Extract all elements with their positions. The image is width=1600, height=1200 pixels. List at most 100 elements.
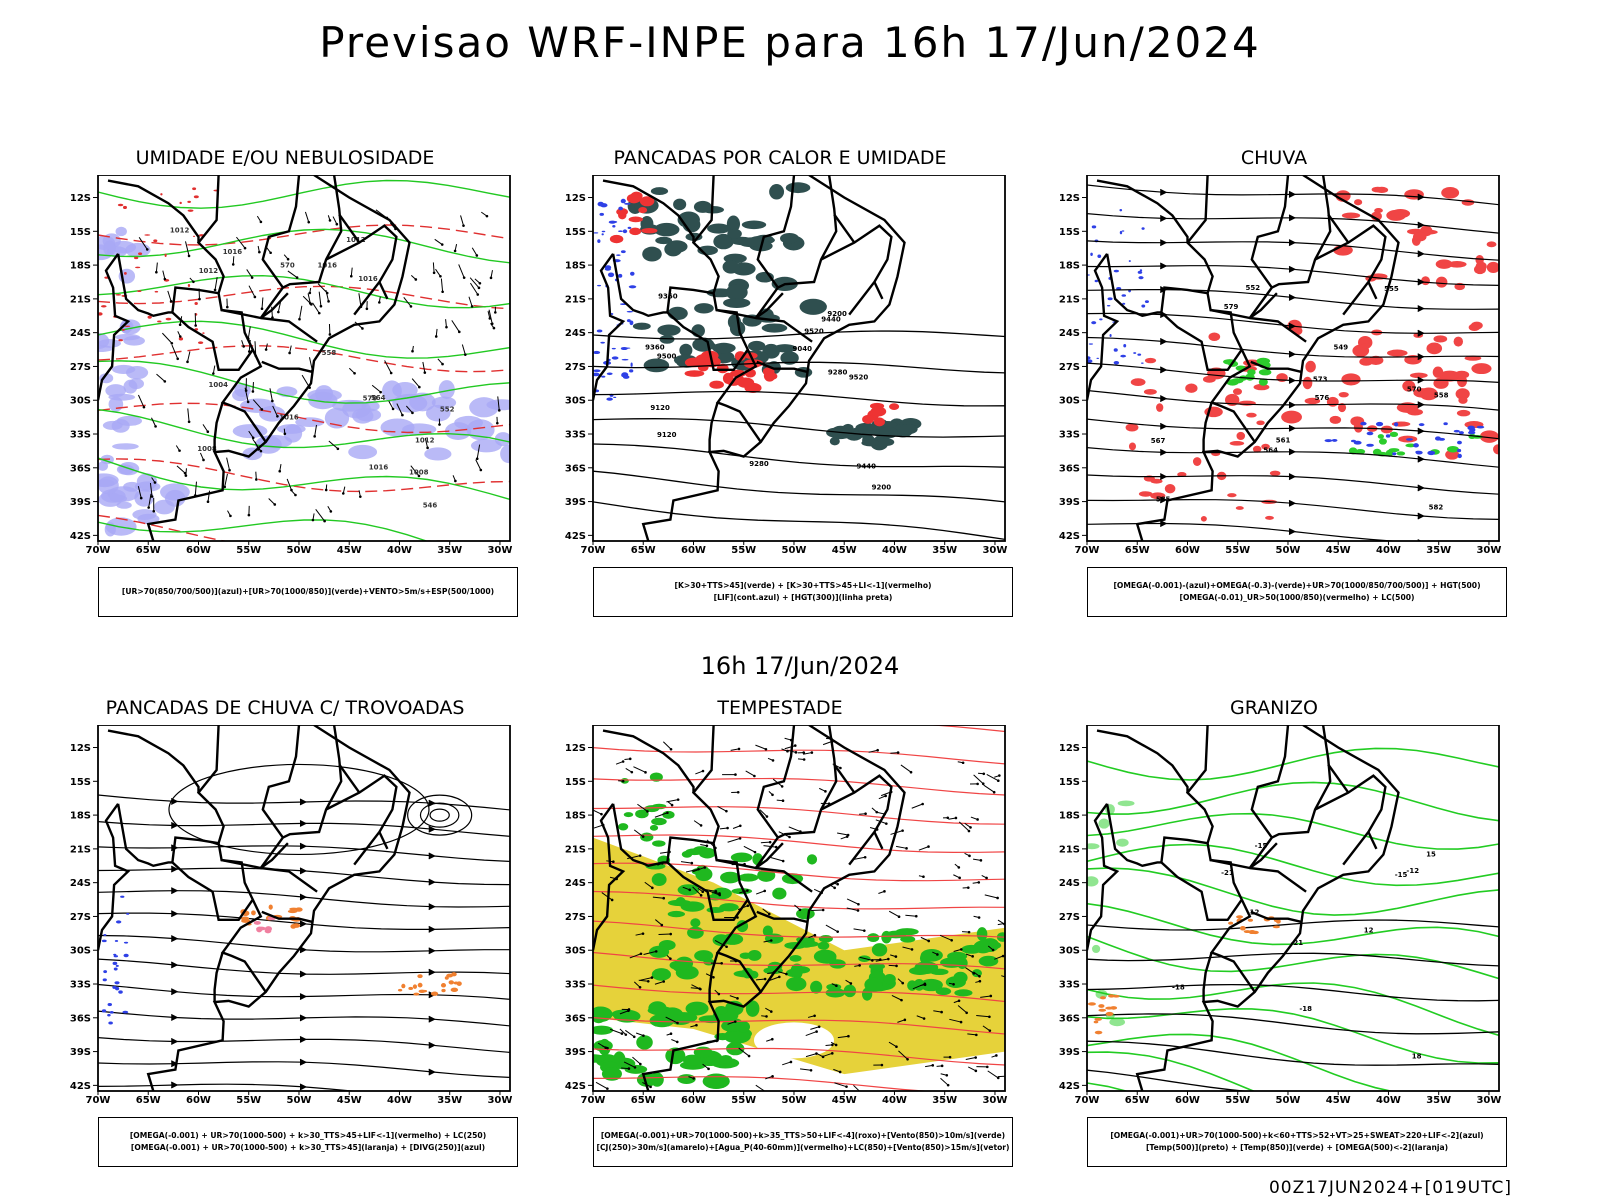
wind-vector (846, 907, 859, 911)
field-blob (1113, 348, 1118, 352)
wind-vector-head (325, 291, 329, 295)
field-blob (1434, 436, 1441, 441)
map-pancadas-calor: 9520 9440 9360 9280 9200 9120 9040 9500 9440 9520… (565, 175, 1007, 556)
wind-vector (755, 890, 765, 895)
wind-vector-head (269, 251, 272, 255)
wind-vector (625, 1029, 635, 1038)
lon-label: 30W (487, 1095, 512, 1106)
lon-label: 70W (1075, 1095, 1100, 1106)
field-blob (1275, 919, 1281, 924)
field-blob (1461, 199, 1475, 206)
stream-arrow (1160, 338, 1168, 345)
wind-vector-head (259, 449, 263, 453)
field-blob (192, 235, 196, 237)
wind-vector (756, 978, 766, 981)
field-blob (440, 983, 447, 988)
wind-vector-head (793, 744, 797, 747)
lon-label: 60W (1175, 545, 1200, 556)
lat-label: 21S (70, 844, 91, 855)
wind-vector (595, 1081, 608, 1090)
wind-vector (445, 319, 447, 328)
field-blob (1386, 349, 1408, 357)
map-umidade: 1012 1012 1016 1016 1016 1008 1008 1012 1016 1012… (70, 175, 512, 556)
wind-vector-head (142, 405, 146, 409)
wind-vector (248, 285, 256, 298)
wind-vector-head (945, 1073, 949, 1077)
lat-label: 42S (70, 1081, 91, 1092)
wind-vector-head (717, 992, 721, 996)
wind-vector-head (768, 840, 772, 844)
field-blob (1378, 438, 1387, 445)
stream-arrow (1160, 366, 1168, 374)
field-blob (1457, 440, 1462, 445)
field-blob (1113, 269, 1120, 273)
coastline (1135, 175, 1400, 541)
wind-vector-head (169, 300, 173, 303)
isoline (593, 443, 1005, 468)
wind-vector (424, 437, 429, 448)
field-blob (1138, 491, 1153, 497)
lat-label: 15S (70, 227, 91, 238)
field-blob (1236, 915, 1244, 919)
lon-label: 30W (487, 545, 512, 556)
lat-label: 33S (70, 430, 91, 441)
wind-vector-head (833, 886, 836, 890)
stream-arrow (299, 867, 308, 875)
wind-vector-head (701, 890, 705, 894)
wind-vector (652, 896, 664, 899)
field-blob (500, 444, 510, 464)
field-blob (1232, 388, 1242, 395)
wind-vector (853, 1084, 861, 1091)
field-blob (593, 1025, 614, 1035)
field-blob (1441, 186, 1460, 199)
wind-vector-head (255, 478, 258, 481)
field-blob (636, 1035, 653, 1050)
wind-vector-head (379, 390, 382, 394)
field-blob (720, 871, 741, 884)
wind-vector-head (271, 399, 274, 403)
mid-subtitle: 16h 17/Jun/2024 (700, 652, 900, 680)
field-blob (144, 234, 151, 236)
field-blob (635, 809, 649, 819)
wind-vector-head (771, 793, 774, 797)
isoline (593, 470, 1005, 503)
field-blob (1156, 403, 1164, 412)
lat-label: 39S (70, 1047, 91, 1058)
wind-vector (788, 826, 801, 833)
field-blob (1406, 438, 1414, 441)
wind-vector-head (753, 774, 756, 778)
anticyclone-ring (168, 763, 430, 856)
lat-label: 36S (1059, 1013, 1080, 1024)
field-blob (976, 927, 988, 941)
wind-vector-head (958, 876, 961, 880)
wind-vector-head (810, 751, 814, 754)
streamline (593, 890, 1005, 910)
contour-label: 1012 (346, 236, 366, 244)
field-blob (348, 444, 378, 460)
wind-vector-head (378, 301, 381, 304)
country-border (213, 402, 224, 452)
wind-vector (384, 360, 392, 374)
field-blob (1116, 838, 1129, 847)
field-blob (1409, 372, 1428, 379)
country-border (107, 179, 200, 243)
map-chuva: 582 579 576 573 570 567 564 561 558 555 552 549 585 1… (1059, 175, 1501, 556)
lat-label: 36S (70, 463, 91, 474)
field-blob (98, 461, 109, 471)
isoline (1087, 919, 1499, 931)
legend-line: [LIF](cont.azul) + [HGT(300)](linha pret… (713, 593, 893, 602)
wind-vector (933, 1010, 942, 1013)
wind-vector-head (764, 747, 768, 751)
wind-vector-head (734, 773, 737, 776)
wind-vector-head (247, 513, 251, 517)
wind-vector (155, 262, 158, 273)
field-blob (164, 253, 167, 257)
field-blob (1109, 1017, 1126, 1027)
legend-line: [OMEGA(-0.001) + UR>70(1000-500) + k>30_… (130, 1143, 486, 1152)
field-blob (707, 223, 731, 234)
wind-vector (451, 320, 460, 333)
field-blob (295, 907, 303, 912)
wind-vector-head (705, 844, 709, 848)
wind-vector-head (328, 219, 332, 222)
lon-label: 30W (982, 1095, 1007, 1106)
